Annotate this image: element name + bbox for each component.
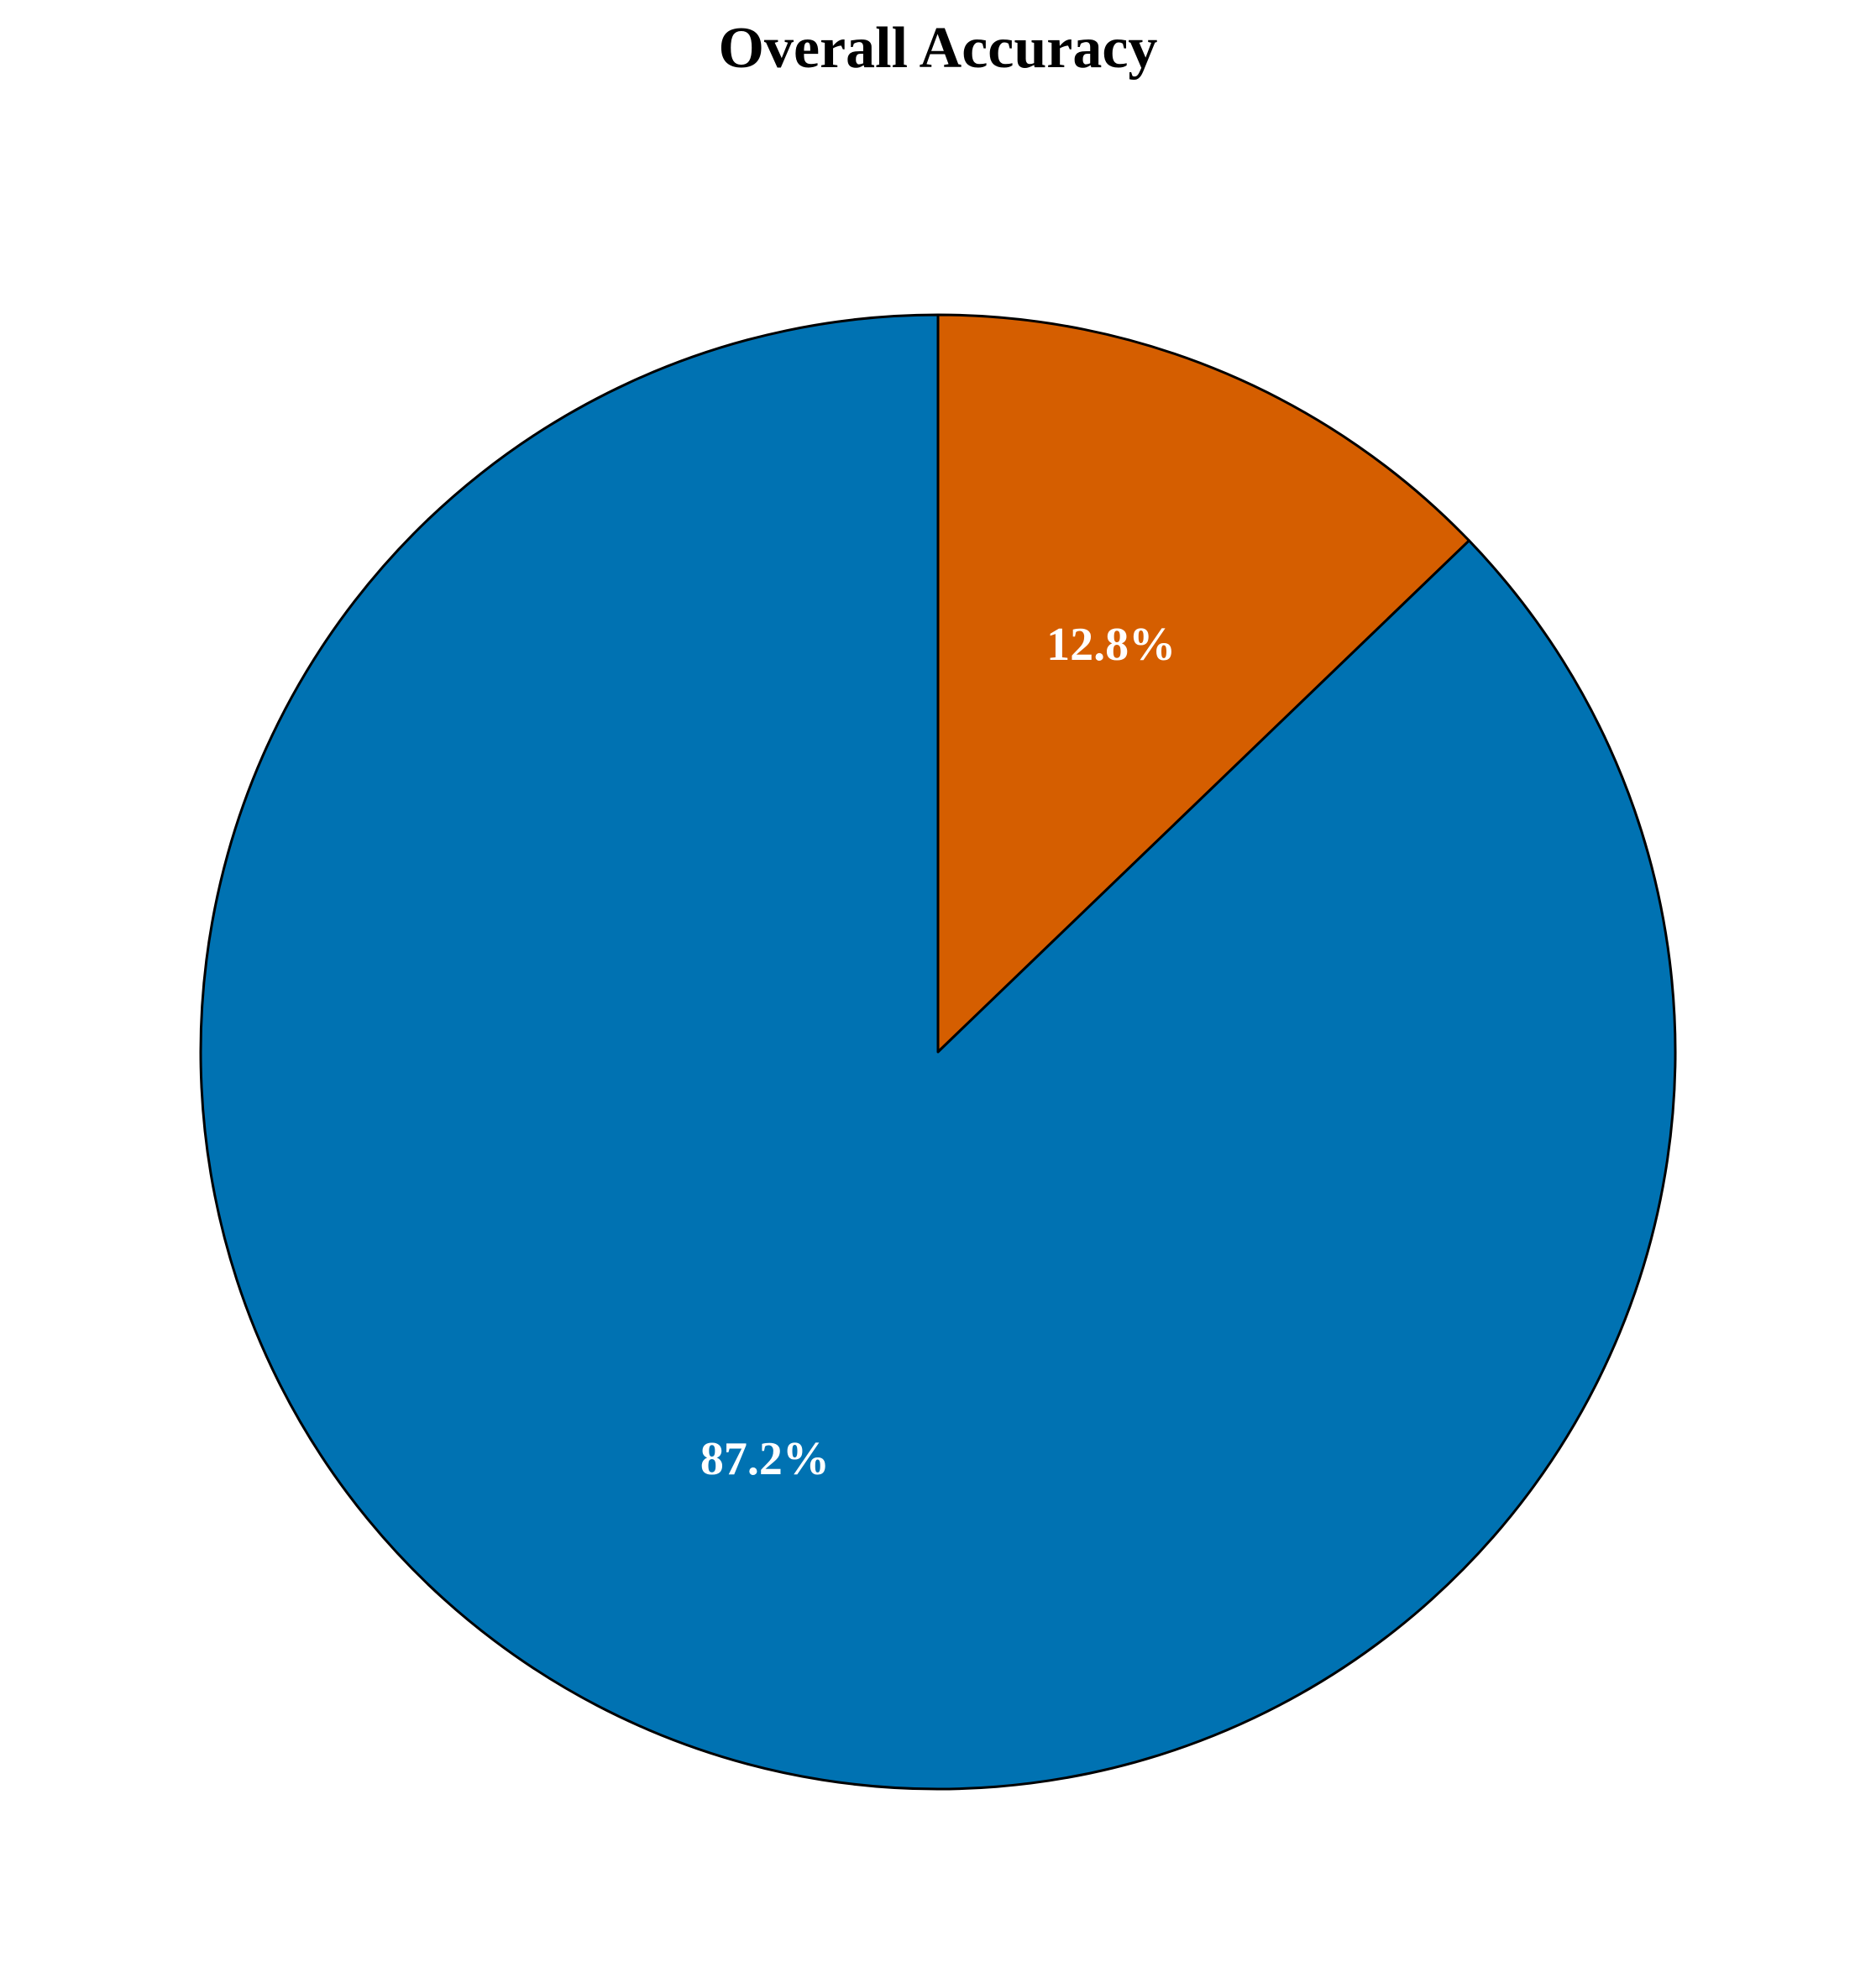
pie-slice-2 bbox=[199, 313, 1677, 1791]
pie-slices bbox=[199, 313, 1677, 1791]
pie-slice-1 bbox=[936, 313, 1470, 1054]
pie-slice-1-label: 12.8% bbox=[1046, 619, 1176, 671]
chart-title: Overall Accuracy bbox=[719, 16, 1158, 81]
pie-labels: 12.8% 87.2% bbox=[700, 619, 1176, 1485]
pie-slice-2-label: 87.2% bbox=[700, 1433, 830, 1485]
